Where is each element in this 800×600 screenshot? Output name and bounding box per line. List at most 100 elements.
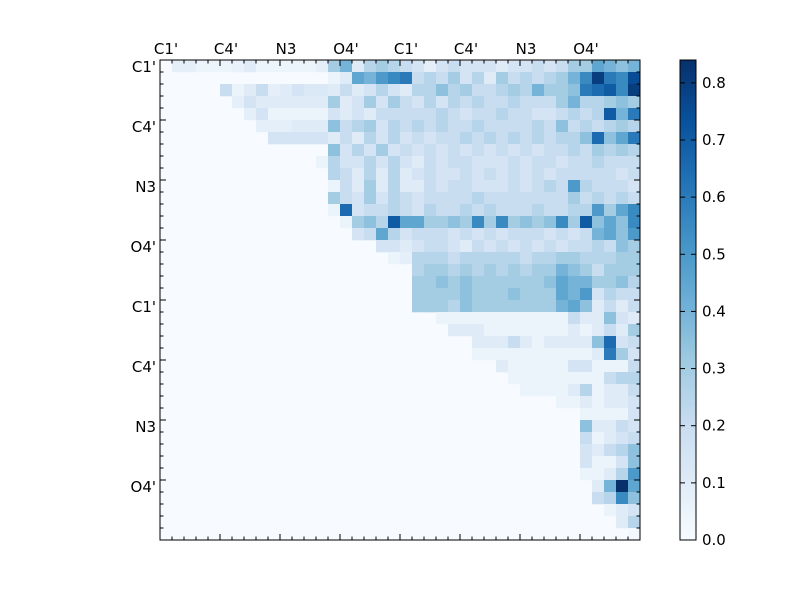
heatmap-cell — [544, 360, 557, 373]
heatmap-cell — [544, 312, 557, 325]
heatmap-cell — [616, 276, 629, 289]
heatmap-cell — [460, 252, 473, 265]
heatmap-cell — [472, 120, 485, 133]
heatmap-cell — [328, 132, 341, 145]
heatmap-cell — [388, 84, 401, 97]
heatmap-cell — [556, 204, 569, 217]
heatmap-cell — [508, 156, 521, 169]
heatmap-cell — [568, 384, 581, 397]
heatmap-cell — [628, 264, 641, 277]
colorbar-ticks: 0.0 0.1 0.2 0.3 0.4 0.5 0.6 0.7 0.8 — [680, 74, 726, 549]
heatmap-cell — [340, 108, 353, 121]
heatmap-cell — [376, 120, 389, 133]
heatmap-cell — [520, 372, 533, 385]
heatmap-cell — [304, 84, 317, 97]
heatmap-cell — [436, 312, 449, 325]
heatmap-cell — [424, 204, 437, 217]
heatmap-cell — [388, 240, 401, 253]
heatmap-cell — [592, 120, 605, 133]
heatmap-cell — [460, 324, 473, 337]
heatmap-cell — [388, 252, 401, 265]
heatmap-cell — [496, 156, 509, 169]
heatmap-cell — [616, 204, 629, 217]
heatmap-cell — [352, 84, 365, 97]
heatmap-cell — [460, 72, 473, 85]
heatmap-cell — [580, 120, 593, 133]
heatmap-cell — [400, 168, 413, 181]
heatmap-cell — [484, 60, 497, 73]
heatmap-cell — [412, 168, 425, 181]
heatmap-cell — [508, 144, 521, 157]
heatmap-cell — [556, 60, 569, 73]
heatmap-cell — [604, 504, 617, 517]
heatmap-cell — [556, 372, 569, 385]
y-tick-label: C4' — [132, 358, 156, 376]
heatmap-cell — [616, 60, 629, 73]
heatmap-cell — [556, 360, 569, 373]
heatmap-cell — [508, 84, 521, 97]
heatmap-cell — [256, 84, 269, 97]
heatmap-cell — [568, 72, 581, 85]
heatmap-cell — [400, 192, 413, 205]
heatmap-cell — [592, 372, 605, 385]
heatmap-cell — [544, 204, 557, 217]
x-tick-label: O4' — [333, 40, 358, 58]
heatmap-cell — [496, 336, 509, 349]
heatmap-cell — [556, 84, 569, 97]
heatmap-cell — [412, 180, 425, 193]
heatmap-cell — [448, 216, 461, 229]
heatmap-cell — [352, 228, 365, 241]
heatmap-cell — [340, 204, 353, 217]
heatmap-cell — [328, 96, 341, 109]
heatmap-cell — [460, 240, 473, 253]
heatmap-cell — [628, 528, 641, 541]
heatmap-cell — [436, 72, 449, 85]
heatmap-cell — [604, 456, 617, 469]
heatmap-cell — [496, 264, 509, 277]
heatmap-cell — [508, 108, 521, 121]
heatmap-cell — [520, 84, 533, 97]
heatmap-cell — [532, 156, 545, 169]
heatmap-cell — [400, 252, 413, 265]
heatmap-cell — [592, 168, 605, 181]
heatmap-cell — [604, 288, 617, 301]
heatmap-cell — [544, 60, 557, 73]
heatmap-cell — [628, 216, 641, 229]
heatmap-cell — [244, 108, 257, 121]
heatmap-cell — [316, 120, 329, 133]
heatmap-cell — [628, 516, 641, 529]
heatmap-cell — [328, 192, 341, 205]
heatmap-cell — [532, 384, 545, 397]
heatmap-cell — [388, 204, 401, 217]
heatmap-cell — [472, 96, 485, 109]
heatmap-cell — [568, 264, 581, 277]
heatmap-cell — [496, 300, 509, 313]
heatmap-cell — [412, 228, 425, 241]
heatmap-cell — [484, 240, 497, 253]
heatmap-cell — [412, 120, 425, 133]
heatmap-cell — [628, 336, 641, 349]
heatmap-cell — [484, 348, 497, 361]
heatmap-cell — [352, 144, 365, 157]
heatmap-cell — [448, 228, 461, 241]
heatmap-cell — [628, 156, 641, 169]
heatmap-cell — [616, 360, 629, 373]
heatmap-cell — [616, 252, 629, 265]
heatmap-cell — [496, 360, 509, 373]
heatmap-cell — [508, 216, 521, 229]
heatmap-cell — [376, 108, 389, 121]
heatmap-cell — [592, 432, 605, 445]
heatmap-cell — [436, 264, 449, 277]
heatmap-cell — [628, 84, 641, 97]
heatmap-cell — [316, 156, 329, 169]
heatmap-cell — [604, 480, 617, 493]
heatmap-cell — [580, 300, 593, 313]
colorbar-tick-label: 0.8 — [702, 74, 726, 92]
heatmap-cell — [496, 132, 509, 145]
heatmap-cell — [532, 372, 545, 385]
heatmap-cell — [604, 264, 617, 277]
heatmap-cell — [364, 144, 377, 157]
heatmap-cell — [520, 108, 533, 121]
heatmap-cell — [532, 108, 545, 121]
heatmap-cell — [496, 96, 509, 109]
